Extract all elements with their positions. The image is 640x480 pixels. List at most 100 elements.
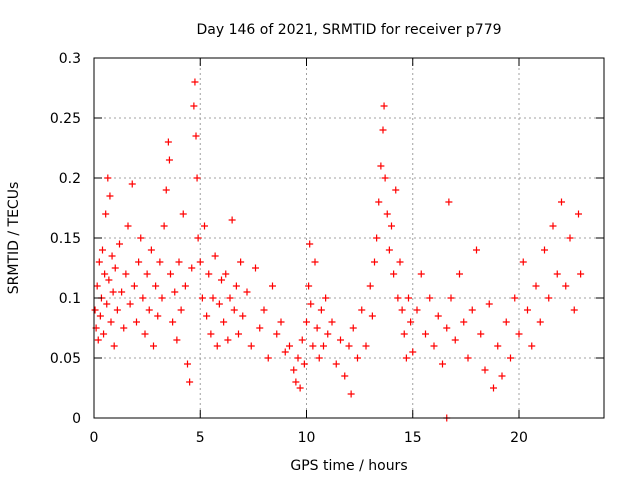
data-point [177,306,185,314]
data-point [294,354,302,362]
data-point [324,330,332,338]
data-point [307,300,315,308]
data-point [286,342,293,350]
data-point [194,234,202,242]
data-point [145,306,153,314]
data-point [553,270,561,278]
data-point [385,246,393,254]
data-point [322,294,330,302]
data-point [566,234,574,242]
data-point [311,258,319,266]
data-point [398,306,406,314]
data-point [128,180,136,188]
data-point [156,258,164,266]
data-point [524,306,531,314]
data-point [160,222,168,230]
data-point [332,360,340,368]
data-point [152,282,160,290]
data-point [485,300,493,308]
data-point [111,264,119,272]
data-point [541,246,548,254]
data-point [358,306,366,314]
data-point [379,126,387,134]
data-point [320,342,327,350]
data-point [290,366,298,374]
y-tick-label: 0.05 [50,351,81,367]
ticks: 0 0.05 0.1 0.15 0.2 0.25 0.3 0 5 10 15 20 [50,51,604,446]
chart-title: Day 146 of 2021, SRMTID for receiver p77… [196,22,501,38]
data-point [203,312,211,320]
data-point [230,306,238,314]
data-point [426,294,434,302]
data-point [305,282,313,290]
data-point [447,294,455,302]
data-point [135,258,143,266]
y-tick-label: 0.2 [59,171,81,187]
data-point [143,270,151,278]
data-point [96,312,104,320]
data-point [102,210,110,218]
data-point [211,252,219,260]
data-point [207,330,215,338]
data-point [171,288,179,296]
data-point [147,246,155,254]
data-point [269,282,276,290]
data-point [443,324,451,332]
data-point [256,324,264,332]
data-point [362,342,370,350]
data-point [141,330,149,338]
data-points [91,78,585,422]
x-tick-label: 15 [404,430,422,446]
data-point [252,264,259,272]
data-point [317,306,325,314]
data-point [205,270,213,278]
grid [94,58,604,418]
data-point [417,270,425,278]
data-point [528,342,536,350]
data-point [154,312,162,320]
data-point [498,372,506,380]
data-point [224,336,232,344]
data-point [313,324,321,332]
data-point [198,294,206,302]
data-point [575,210,582,218]
data-point [306,240,314,248]
data-point [366,282,374,290]
data-point [337,336,344,344]
data-point [218,276,225,284]
data-point [169,318,177,326]
data-point [392,186,400,194]
data-point [549,222,557,230]
data-point [281,348,289,356]
data-point [273,330,281,338]
data-point [101,270,109,278]
data-point [511,294,519,302]
data-point [133,318,140,326]
data-point [277,318,285,326]
data-point [118,288,126,296]
data-point [292,378,300,386]
x-tick-label: 0 [90,430,99,446]
data-point [91,306,99,314]
x-tick-label: 5 [196,430,205,446]
data-point [494,342,502,350]
data-point [167,270,174,278]
data-point [464,354,472,362]
data-point [150,342,157,350]
data-point [373,234,381,242]
data-point [468,306,476,314]
data-point [122,270,130,278]
data-point [113,306,121,314]
data-point [95,258,103,266]
data-point [179,210,187,218]
data-point [192,132,200,140]
data-point [298,336,306,344]
data-point [232,282,240,290]
data-point [260,306,268,314]
data-point [430,342,438,350]
data-point [110,342,118,350]
data-point [196,258,204,266]
data-point [191,78,199,86]
data-point [184,360,191,368]
data-point [296,384,304,392]
